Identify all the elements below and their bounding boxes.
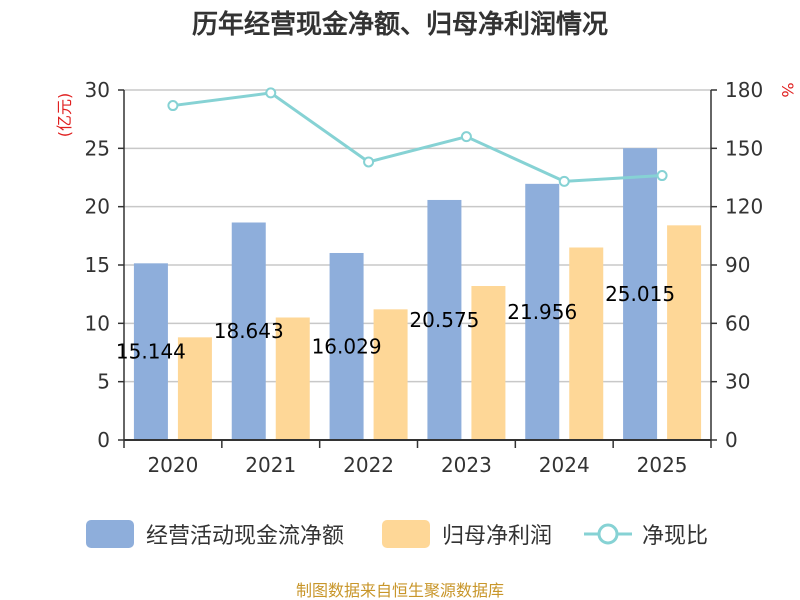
bar-net-profit [177,337,212,440]
data-label-cash-flow: 20.575 [409,308,479,332]
legend-swatch-net-profit [382,520,430,548]
bar-cash-flow [133,263,168,440]
x-tick-label: 2025 [637,453,688,477]
data-label-cash-flow: 21.956 [507,300,577,324]
legend-swatch-ratio-marker [597,523,619,545]
point-ratio [167,100,179,112]
data-label-cash-flow: 18.643 [214,319,284,343]
left-tick-label: 30 [85,78,110,102]
bar-net-profit [275,317,310,440]
left-tick-label: 15 [85,253,110,277]
right-tick-label: 150 [725,136,763,160]
bars [133,148,702,441]
point-ratio [265,87,277,99]
left-tick-label: 25 [85,136,110,160]
bar-net-profit [471,286,506,440]
legend-label-cash-flow: 经营活动现金流净额 [146,524,344,549]
legend: 经营活动现金流净额 归母净利润 净现比 [86,520,708,549]
left-tick-label: 20 [85,195,110,219]
data-label-cash-flow: 16.029 [312,334,382,358]
right-tick-label: 90 [725,253,750,277]
left-tick-label: 10 [85,311,110,335]
bar-net-profit [569,247,604,440]
x-tick-label: 2021 [245,453,296,477]
bar-cash-flow [525,183,560,440]
data-labels: 15.144 18.643 16.029 20.575 21.956 25.015 [116,282,675,364]
left-tick-label: 0 [97,428,110,452]
point-ratio [460,131,472,143]
x-tick-label: 2022 [343,453,394,477]
bar-net-profit [373,309,408,440]
left-axis-unit: (亿元) [55,93,74,138]
data-label-cash-flow: 15.144 [116,340,186,364]
legend-swatch-cash-flow [86,520,134,548]
point-ratio [656,170,668,182]
right-tick-label: 60 [725,311,750,335]
x-tick-label: 2023 [441,453,492,477]
chart-title: 历年经营现金净额、归母净利润情况 [192,9,608,40]
data-label-cash-flow: 25.015 [605,282,675,306]
bar-cash-flow [427,199,462,440]
right-tick-label: 30 [725,370,750,394]
point-ratio [363,156,375,168]
grid [124,89,711,441]
bar-net-profit [667,225,702,440]
point-ratio [558,175,570,187]
right-tick-label: 120 [725,195,763,219]
right-tick-label: 0 [725,428,738,452]
line-ratio [172,91,663,183]
bar-cash-flow [329,252,364,440]
bar-cash-flow [623,148,658,441]
legend-label-net-profit: 归母净利润 [442,524,552,549]
right-axis-unit: % [778,82,797,97]
bar-cash-flow [231,222,266,440]
line-series [167,87,668,187]
x-tick-label: 2020 [147,453,198,477]
x-tick-label: 2024 [539,453,590,477]
legend-label-ratio: 净现比 [642,524,708,549]
right-tick-label: 180 [725,78,763,102]
source-note: 制图数据来自恒生聚源数据库 [296,581,504,600]
left-tick-label: 5 [97,370,110,394]
